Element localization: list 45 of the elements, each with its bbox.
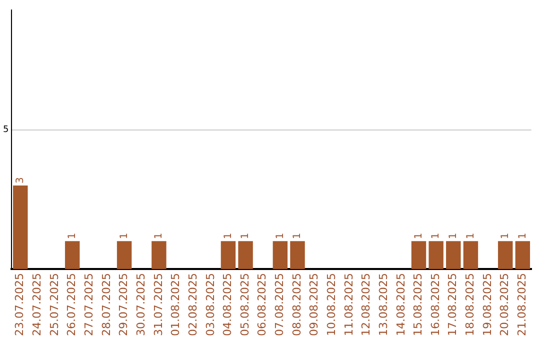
data-label: 1 — [448, 232, 459, 240]
x-tick-label: 21.08.2025 — [516, 273, 529, 336]
x-tick-label: 04.08.2025 — [221, 273, 234, 336]
y-tick-label: 5 — [2, 125, 9, 136]
x-tick-label: 05.08.2025 — [238, 273, 252, 336]
data-label: 1 — [430, 232, 442, 240]
x-tick-label: 26.07.2025 — [65, 273, 78, 336]
x-tick-label: 29.07.2025 — [117, 273, 130, 336]
x-tick-label: 18.08.2025 — [464, 273, 477, 336]
x-tick-label: 24.07.2025 — [30, 273, 44, 336]
x-tick-label: 13.08.2025 — [376, 273, 390, 336]
data-label: 1 — [500, 232, 511, 240]
data-label: 1 — [66, 232, 78, 240]
data-label: 3 — [14, 177, 26, 184]
x-tick-label: 11.08.2025 — [342, 273, 356, 336]
data-label: 1 — [274, 232, 286, 240]
data-label: 1 — [118, 232, 130, 240]
x-tick-label: 31.07.2025 — [152, 273, 165, 336]
x-tick-label: 27.07.2025 — [82, 273, 96, 336]
data-label: 1 — [154, 232, 165, 240]
x-tick-label: 09.08.2025 — [308, 273, 321, 336]
x-tick-label: 28.07.2025 — [100, 273, 113, 336]
x-tick-label: 30.07.2025 — [134, 273, 148, 336]
x-tick-label: 07.08.2025 — [273, 273, 286, 336]
data-label: 1 — [292, 232, 304, 240]
x-tick-label: 02.08.2025 — [186, 273, 200, 336]
data-label: 1 — [413, 232, 424, 240]
x-tick-label: 08.08.2025 — [290, 273, 304, 336]
data-label: 1 — [465, 232, 476, 240]
x-tick-label: 14.08.2025 — [394, 273, 408, 336]
x-tick-label: 16.08.2025 — [428, 273, 442, 336]
x-tick-label: 12.08.2025 — [360, 273, 373, 336]
data-label: 1 — [240, 232, 252, 240]
x-tick-label: 23.07.2025 — [13, 273, 26, 336]
x-tick-label: 25.07.2025 — [48, 273, 61, 336]
data-label: 1 — [517, 232, 528, 240]
x-tick-label: 15.08.2025 — [412, 273, 425, 336]
x-tick-label: 06.08.2025 — [256, 273, 269, 336]
x-tick-label: 01.08.2025 — [169, 273, 182, 336]
x-tick-label: 20.08.2025 — [498, 273, 512, 336]
x-tick-label: 10.08.2025 — [325, 273, 338, 336]
x-tick-label: 17.08.2025 — [446, 273, 460, 336]
data-label: 1 — [222, 232, 234, 240]
x-tick-label: 03.08.2025 — [204, 273, 217, 336]
x-tick-label: 19.08.2025 — [480, 273, 494, 336]
